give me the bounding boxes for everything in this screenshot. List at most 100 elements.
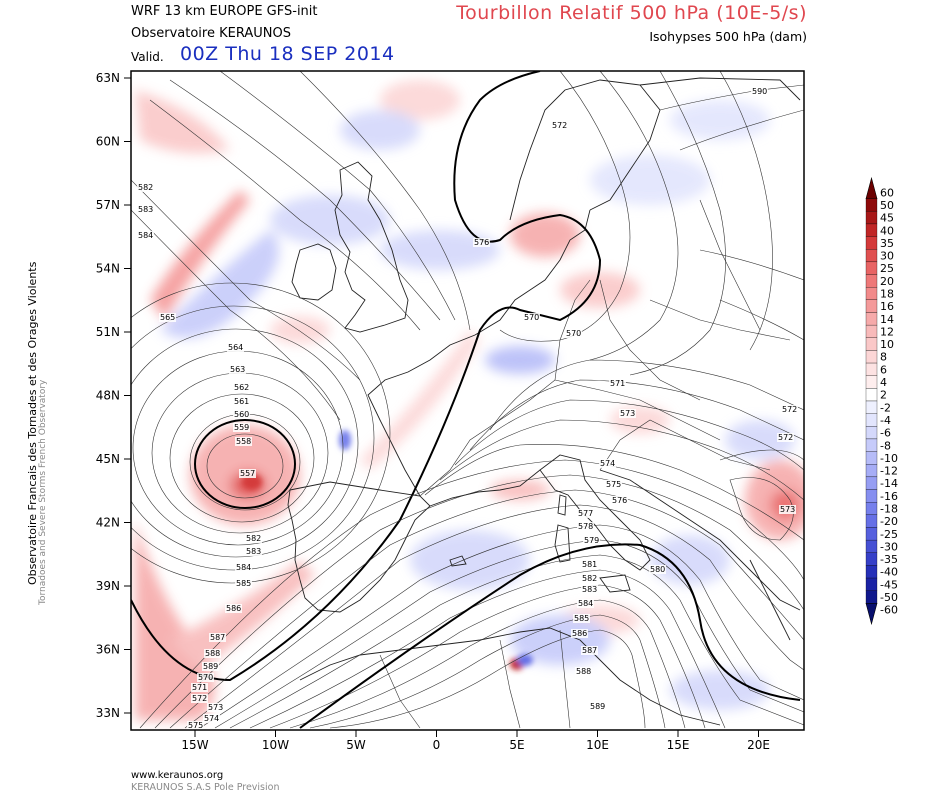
valid-date: 00Z Thu 18 SEP 2014 (180, 43, 395, 65)
colorbar-label: -16 (880, 490, 898, 503)
colorbar-swatch (865, 211, 878, 225)
colorbar-swatch (865, 413, 878, 427)
lon-tick-label: 5W (346, 738, 366, 752)
map-subtitle: Isohypses 500 hPa (dam) (649, 29, 807, 44)
colorbar-swatch (865, 312, 878, 326)
map-title: Tourbillon Relatif 500 hPa (10E-5/s) (456, 2, 807, 24)
colorbar-swatch (865, 426, 878, 440)
colorbar-label: 14 (880, 313, 894, 326)
contour-value-label: 570 (566, 329, 581, 338)
colorbar-label: -60 (880, 604, 898, 617)
colorbar-label: 8 (880, 351, 887, 364)
lat-tick-label: 54N (96, 262, 120, 276)
contour-value-label: 582 (582, 574, 597, 583)
contour-value-label: 563 (230, 365, 245, 374)
contour-value-label: 583 (246, 547, 261, 556)
colorbar-label: -40 (880, 566, 898, 579)
contour-value-label: 584 (236, 563, 251, 572)
colorbar-label: 25 (880, 262, 894, 275)
contour-value-label: 589 (203, 662, 218, 671)
lon-tick-label: 10W (262, 738, 289, 752)
colorbar-swatch (865, 539, 878, 553)
colorbar-swatch (865, 176, 878, 199)
contour-value-label: 576 (612, 496, 627, 505)
colorbar-swatch (865, 223, 878, 237)
colorbar-label: -25 (880, 528, 898, 541)
colorbar-label: 20 (880, 275, 894, 288)
colorbar-label: 6 (880, 363, 887, 376)
colorbar-swatch (865, 514, 878, 528)
colorbar-swatch (865, 451, 878, 465)
contour-value-label: 586 (572, 629, 587, 638)
vorticity-field (135, 80, 804, 720)
contour-value-label: 580 (650, 565, 665, 574)
colorbar-label: 4 (880, 376, 887, 389)
contour-value-label: 584 (578, 599, 593, 608)
colorbar-label: -8 (880, 439, 891, 452)
colorbar-swatch (865, 236, 878, 250)
colorbar-label: -35 (880, 553, 898, 566)
colorbar-swatch (865, 400, 878, 414)
lat-tick-label: 60N (96, 135, 120, 149)
colorbar-swatch (865, 489, 878, 503)
colorbar-swatch (865, 198, 878, 212)
colorbar-label: 40 (880, 224, 894, 237)
contour-value-label: 559 (234, 423, 249, 432)
lat-tick-label: 51N (96, 325, 120, 339)
colorbar-label: 50 (880, 199, 894, 212)
contour-value-label: 576 (474, 238, 489, 247)
valid-label: Valid. (131, 50, 164, 64)
contour-labels: 582 583 584 565 564 563 562 561 560 559 558 557 582 5… (137, 87, 798, 730)
colorbar-swatch (865, 287, 878, 300)
contour-value-label: 570 (198, 673, 213, 682)
contour-value-label: 565 (160, 313, 175, 322)
colorbar-swatch (865, 299, 878, 313)
colorbar-label: 12 (880, 325, 894, 338)
colorbar-label: 18 (880, 288, 894, 301)
colorbar-label: -14 (880, 477, 898, 490)
contour-value-label: 587 (210, 633, 225, 642)
contour-value-label: 589 (590, 702, 605, 711)
lat-tick-label: 42N (96, 516, 120, 530)
colorbar-swatch (865, 527, 878, 541)
colorbar-label: -2 (880, 401, 891, 414)
colorbar-swatch (865, 362, 878, 376)
contour-value-label: 586 (226, 604, 241, 613)
colorbar-swatch (865, 476, 878, 490)
contour-value-label: 573 (780, 505, 795, 514)
colorbar-label: 10 (880, 338, 894, 351)
contour-value-label: 582 (246, 534, 261, 543)
colorbar-swatch (865, 249, 878, 263)
contour-value-label: 557 (240, 469, 255, 478)
colorbar-swatch (865, 350, 878, 364)
lon-tick-label: 20E (747, 738, 770, 752)
lat-tick-label: 48N (96, 389, 120, 403)
map-frame (130, 70, 805, 731)
contour-value-label: 575 (606, 480, 621, 489)
footer-company: KERAUNOS S.A.S Pole Prevision (131, 782, 280, 793)
colorbar-label: -6 (880, 427, 891, 440)
colorbar-label: -45 (880, 578, 898, 591)
lon-tick-label: 0 (433, 738, 441, 752)
contour-value-label: 588 (205, 649, 220, 658)
colorbar-swatch (865, 337, 878, 351)
contour-value-label: 588 (576, 667, 591, 676)
contour-value-label: 578 (578, 522, 593, 531)
contour-value-label: 570 (524, 313, 539, 322)
lon-tick-label: 15E (667, 738, 690, 752)
lat-tick-label: 39N (96, 579, 120, 593)
contour-value-label: 561 (234, 397, 249, 406)
colorbar-label: -30 (880, 540, 898, 553)
colorbar-swatch (865, 375, 878, 389)
contour-value-label: 564 (228, 343, 243, 352)
lon-tick-label: 10E (586, 738, 609, 752)
colorbar-label: 16 (880, 300, 894, 313)
colorbar-label: 35 (880, 237, 894, 250)
colorbar-label: -10 (880, 452, 898, 465)
colorbar-label: 30 (880, 250, 894, 263)
colorbar-swatch (865, 388, 878, 402)
colorbar-swatch (865, 261, 878, 275)
lat-tick-label: 63N (96, 71, 120, 85)
colorbar-swatch (865, 552, 878, 566)
